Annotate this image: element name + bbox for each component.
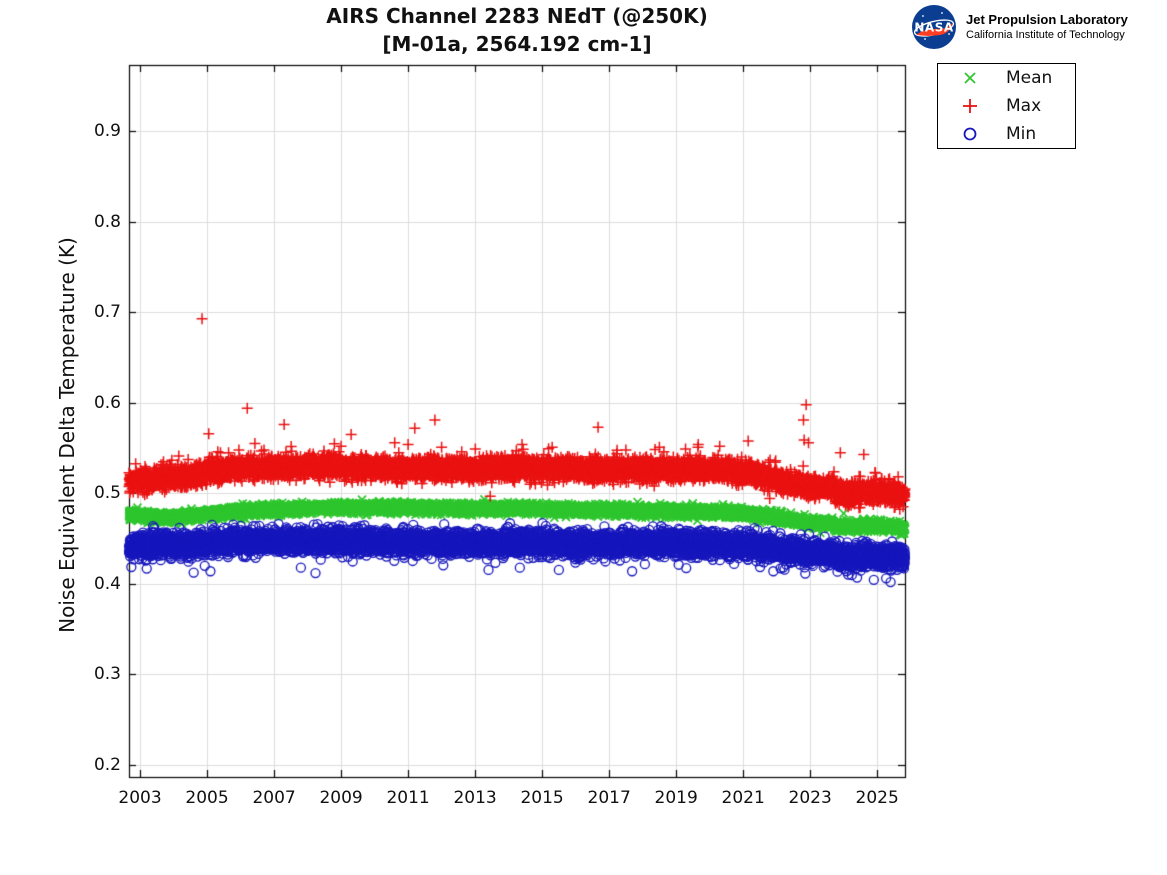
y-tick-label: 0.4 — [93, 573, 121, 594]
nasa-logo-text: NASA — [914, 21, 953, 35]
x-tick-label: 2019 — [654, 788, 698, 808]
y-tick-label: 0.3 — [93, 664, 121, 685]
chart-title-line1: AIRS Channel 2283 NEdT (@250K) — [326, 4, 708, 28]
legend-label: Min — [1006, 124, 1037, 144]
legend-item-max: Max — [952, 93, 1075, 119]
nasa-meatball-icon: NASA — [912, 5, 956, 49]
x-tick-label: 2021 — [721, 788, 765, 808]
y-axis-title: Noise Equivalent Delta Temperature (K) — [55, 237, 79, 633]
legend-item-min: Min — [952, 121, 1075, 147]
x-tick-label: 2005 — [185, 788, 229, 808]
circle-marker-icon — [952, 123, 988, 145]
x-tick-label: 2023 — [788, 788, 832, 808]
jpl-brand-text: Jet Propulsion Laboratory California Ins… — [966, 12, 1128, 42]
x-tick-label: 2007 — [252, 788, 296, 808]
x-tick-label: 2011 — [386, 788, 430, 808]
nasa-jpl-branding: NASA Jet Propulsion Laboratory Californi… — [911, 4, 1128, 50]
x-tick-label: 2009 — [319, 788, 363, 808]
caltech-sub-name: California Institute of Technology — [966, 29, 1125, 41]
jpl-org-name: Jet Propulsion Laboratory — [966, 12, 1128, 27]
y-tick-label: 0.6 — [93, 392, 121, 413]
x-tick-label: 2015 — [520, 788, 564, 808]
x-tick-label: 2017 — [587, 788, 631, 808]
legend-label: Mean — [1006, 68, 1053, 88]
x-tick-label: 2003 — [118, 788, 162, 808]
y-tick-label: 0.8 — [93, 211, 121, 232]
legend: Mean Max Min — [937, 63, 1076, 149]
legend-item-mean: Mean — [952, 65, 1075, 91]
x-tick-label: 2025 — [855, 788, 899, 808]
chart-title-line2: [M-01a, 2564.192 cm-1] — [382, 32, 652, 56]
x-marker-icon — [952, 67, 988, 89]
y-tick-label: 0.9 — [93, 121, 121, 142]
legend-label: Max — [1006, 96, 1042, 116]
y-tick-label: 0.2 — [93, 754, 121, 775]
plus-marker-icon — [952, 95, 988, 117]
y-tick-label: 0.5 — [93, 483, 121, 504]
y-tick-label: 0.7 — [93, 302, 121, 323]
x-tick-label: 2013 — [453, 788, 497, 808]
